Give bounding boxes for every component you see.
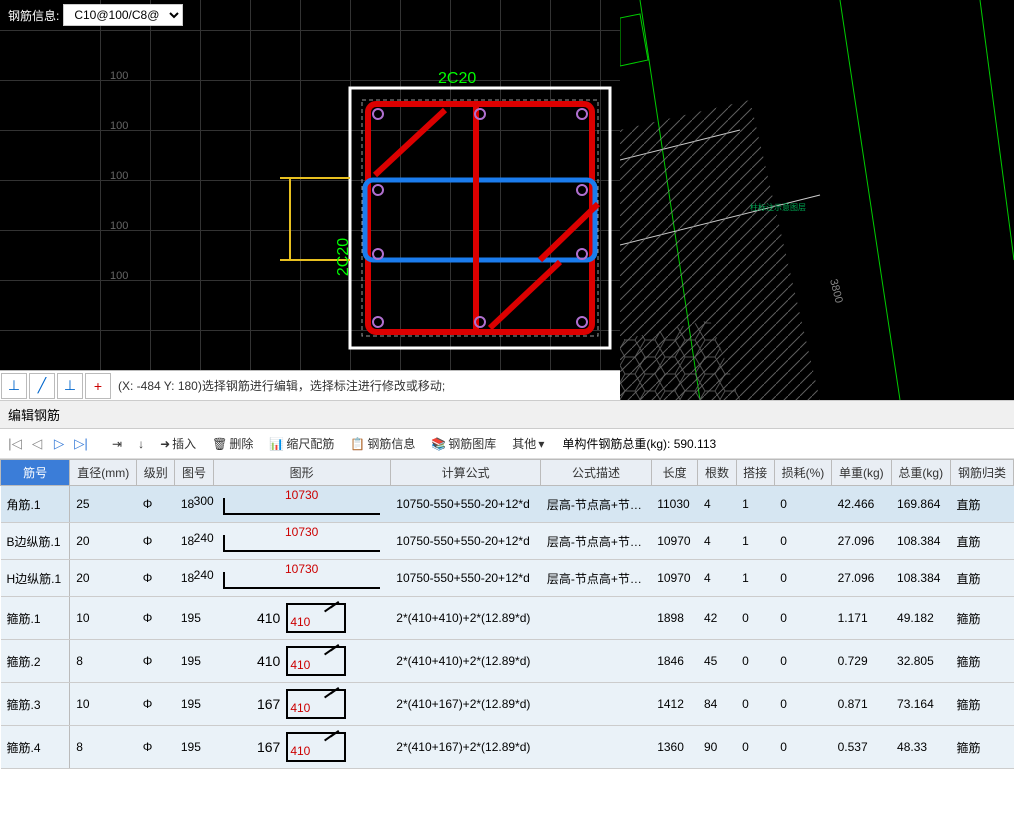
info-button[interactable]: 📋 钢筋信息 (344, 433, 421, 454)
export-icon[interactable]: ↓ (132, 435, 150, 453)
panel-title: 编辑钢筋 (0, 400, 1014, 429)
tool-add-icon[interactable]: + (85, 373, 111, 399)
rebar-info-label: 钢筋信息: (4, 5, 63, 26)
total-weight-label: 单构件钢筋总重(kg): 590.113 (562, 435, 716, 452)
drawing-area: 钢筋信息: C10@100/C8@150 100100100100100 2C2… (0, 0, 1014, 400)
col-header[interactable]: 图形 (213, 460, 390, 486)
col-header[interactable]: 钢筋归类 (950, 460, 1013, 486)
tool-perp-icon[interactable]: ⊥ (1, 373, 27, 399)
col-header[interactable]: 根数 (698, 460, 736, 486)
col-header[interactable]: 筋号 (1, 460, 70, 486)
rebar-table-wrap: 筋号直径(mm)级别图号图形计算公式公式描述长度根数搭接损耗(%)单重(kg)总… (0, 459, 1014, 769)
table-row[interactable]: H边纵筋.120Φ182401073010750-550+550-20+12*d… (1, 560, 1014, 597)
tool-line-icon[interactable]: ╱ (29, 373, 55, 399)
scale-button[interactable]: 📊 缩尺配筋 (263, 433, 340, 454)
nav-first-icon[interactable]: |◁ (6, 434, 24, 454)
editor-toolbar: |◁ ◁ ▷ ▷| ⇥ ↓ ➜ 插入 🗑 删除 📊 缩尺配筋 📋 钢筋信息 📚 … (0, 429, 1014, 459)
col-header[interactable]: 级别 (137, 460, 175, 486)
table-row[interactable]: 箍筋.310Φ1951674102*(410+167)+2*(12.89*d)1… (1, 683, 1014, 726)
col-header[interactable]: 损耗(%) (774, 460, 831, 486)
nav-prev-icon[interactable]: ◁ (28, 434, 46, 454)
table-row[interactable]: 角筋.125Φ183001073010750-550+550-20+12*d层高… (1, 486, 1014, 523)
col-header[interactable]: 计算公式 (390, 460, 541, 486)
plan-canvas[interactable]: 3800 柱标注示意图层 (620, 0, 1014, 400)
table-row[interactable]: 箍筋.48Φ1951674102*(410+167)+2*(12.89*d)13… (1, 726, 1014, 769)
import-icon[interactable]: ⇥ (106, 435, 128, 453)
col-header[interactable]: 图号 (175, 460, 213, 486)
col-header[interactable]: 搭接 (736, 460, 774, 486)
tool-perp2-icon[interactable]: ⊥ (57, 373, 83, 399)
col-header[interactable]: 公式描述 (541, 460, 651, 486)
table-row[interactable]: 箍筋.28Φ1954104102*(410+410)+2*(12.89*d)18… (1, 640, 1014, 683)
nav-last-icon[interactable]: ▷| (72, 434, 90, 454)
table-row[interactable]: 箍筋.110Φ1954104102*(410+410)+2*(12.89*d)1… (1, 597, 1014, 640)
rebar-info-bar: 钢筋信息: C10@100/C8@150 (4, 4, 183, 26)
canvas-toolbar: ⊥ ╱ ⊥ + (X: -484 Y: 180)选择钢筋进行编辑，选择标注进行修… (0, 370, 620, 400)
library-button[interactable]: 📚 钢筋图库 (425, 433, 502, 454)
rebar-info-select[interactable]: C10@100/C8@150 (63, 4, 183, 26)
table-row[interactable]: B边纵筋.120Φ182401073010750-550+550-20+12*d… (1, 523, 1014, 560)
other-dropdown[interactable]: 其他 ▾ (506, 433, 550, 454)
col-header[interactable]: 长度 (651, 460, 698, 486)
rebar-table[interactable]: 筋号直径(mm)级别图号图形计算公式公式描述长度根数搭接损耗(%)单重(kg)总… (0, 459, 1014, 769)
col-header[interactable]: 总重(kg) (891, 460, 950, 486)
status-text: (X: -484 Y: 180)选择钢筋进行编辑，选择标注进行修改或移动; (118, 377, 445, 394)
delete-button[interactable]: 🗑 删除 (206, 433, 259, 454)
section-canvas[interactable]: 100100100100100 2C202C20 (0, 0, 620, 400)
col-header[interactable]: 单重(kg) (832, 460, 891, 486)
svg-text:3800: 3800 (827, 278, 845, 305)
nav-next-icon[interactable]: ▷ (50, 434, 68, 454)
col-header[interactable]: 直径(mm) (70, 460, 137, 486)
insert-button[interactable]: ➜ 插入 (154, 433, 202, 454)
svg-text:柱标注示意图层: 柱标注示意图层 (750, 202, 806, 212)
